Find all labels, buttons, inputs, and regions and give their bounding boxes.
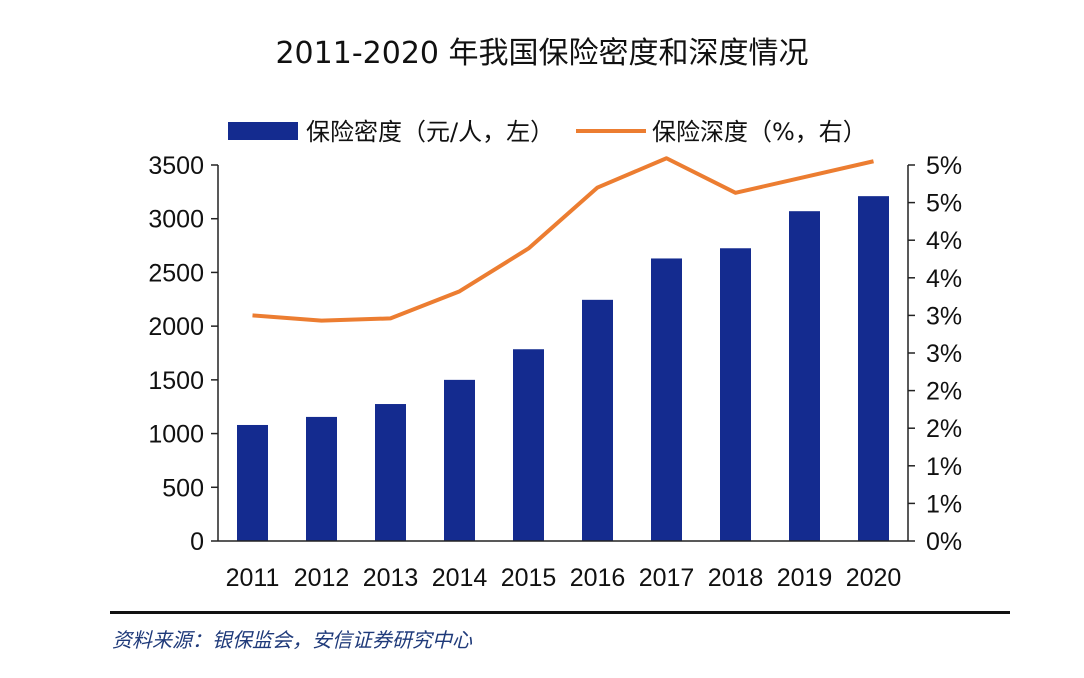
right-tick-label: 5% bbox=[926, 190, 962, 218]
left-tick-label: 500 bbox=[162, 474, 204, 502]
right-tick-label: 0% bbox=[926, 528, 962, 556]
right-tick-label: 5% bbox=[926, 152, 962, 180]
x-tick-label: 2013 bbox=[363, 564, 419, 592]
right-axis: 0% 1% 1% 2% 2% 3% 3% 4% 4% 5% 5% bbox=[907, 152, 962, 556]
x-tick-label: 2014 bbox=[432, 564, 488, 592]
x-tick-label: 2017 bbox=[639, 564, 695, 592]
source-divider bbox=[110, 611, 1010, 614]
legend-label-density: 保险密度（元/人，左） bbox=[306, 118, 554, 146]
right-tick-label: 2% bbox=[926, 415, 962, 443]
legend: 保险密度（元/人，左） 保险深度（%，右） bbox=[228, 118, 867, 146]
legend-label-depth: 保险深度（%，右） bbox=[652, 118, 867, 146]
x-tick-label: 2020 bbox=[846, 564, 902, 592]
x-tick-label: 2018 bbox=[708, 564, 764, 592]
right-tick-label: 2% bbox=[926, 378, 962, 406]
source-note: 资料来源：银保监会，安信证券研究中心 bbox=[112, 628, 472, 652]
bar-2013 bbox=[375, 404, 406, 541]
right-tick-label: 4% bbox=[926, 265, 962, 293]
bar-2012 bbox=[306, 416, 337, 541]
legend-swatch-density bbox=[228, 122, 298, 140]
bar-2017 bbox=[651, 258, 682, 541]
right-tick-label: 3% bbox=[926, 302, 962, 330]
left-axis: 0 500 1000 1500 2000 2500 3000 3500 bbox=[148, 152, 219, 556]
bar-series bbox=[237, 196, 889, 542]
right-tick-label: 3% bbox=[926, 340, 962, 368]
chart-title: 2011-2020 年我国保险密度和深度情况 bbox=[275, 36, 809, 71]
bar-2016 bbox=[582, 299, 613, 541]
bar-2014 bbox=[444, 379, 475, 541]
x-axis: 2011 2012 2013 2014 2015 2016 2017 2018 2019 2020 bbox=[218, 540, 908, 592]
bar-2015 bbox=[513, 349, 544, 541]
bar-2011 bbox=[237, 424, 268, 541]
x-tick-label: 2011 bbox=[226, 564, 280, 592]
x-tick-label: 2015 bbox=[501, 564, 557, 592]
left-tick-label: 0 bbox=[190, 528, 204, 556]
line-series bbox=[252, 156, 874, 323]
right-tick-label: 1% bbox=[926, 490, 962, 518]
x-tick-label: 2012 bbox=[294, 564, 350, 592]
right-tick-label: 1% bbox=[926, 453, 962, 481]
right-tick-label: 4% bbox=[926, 227, 962, 255]
left-tick-label: 2000 bbox=[148, 313, 204, 341]
depth-line bbox=[252, 156, 874, 323]
bar-2020 bbox=[858, 196, 889, 541]
left-tick-label: 2500 bbox=[148, 259, 204, 287]
left-tick-label: 1000 bbox=[148, 421, 204, 449]
left-tick-label: 1500 bbox=[148, 367, 204, 395]
x-tick-label: 2016 bbox=[570, 564, 626, 592]
bar-2018 bbox=[720, 248, 751, 541]
left-tick-label: 3000 bbox=[148, 206, 204, 234]
bar-2019 bbox=[789, 211, 820, 542]
x-tick-label: 2019 bbox=[777, 564, 833, 592]
left-tick-label: 3500 bbox=[148, 152, 204, 180]
